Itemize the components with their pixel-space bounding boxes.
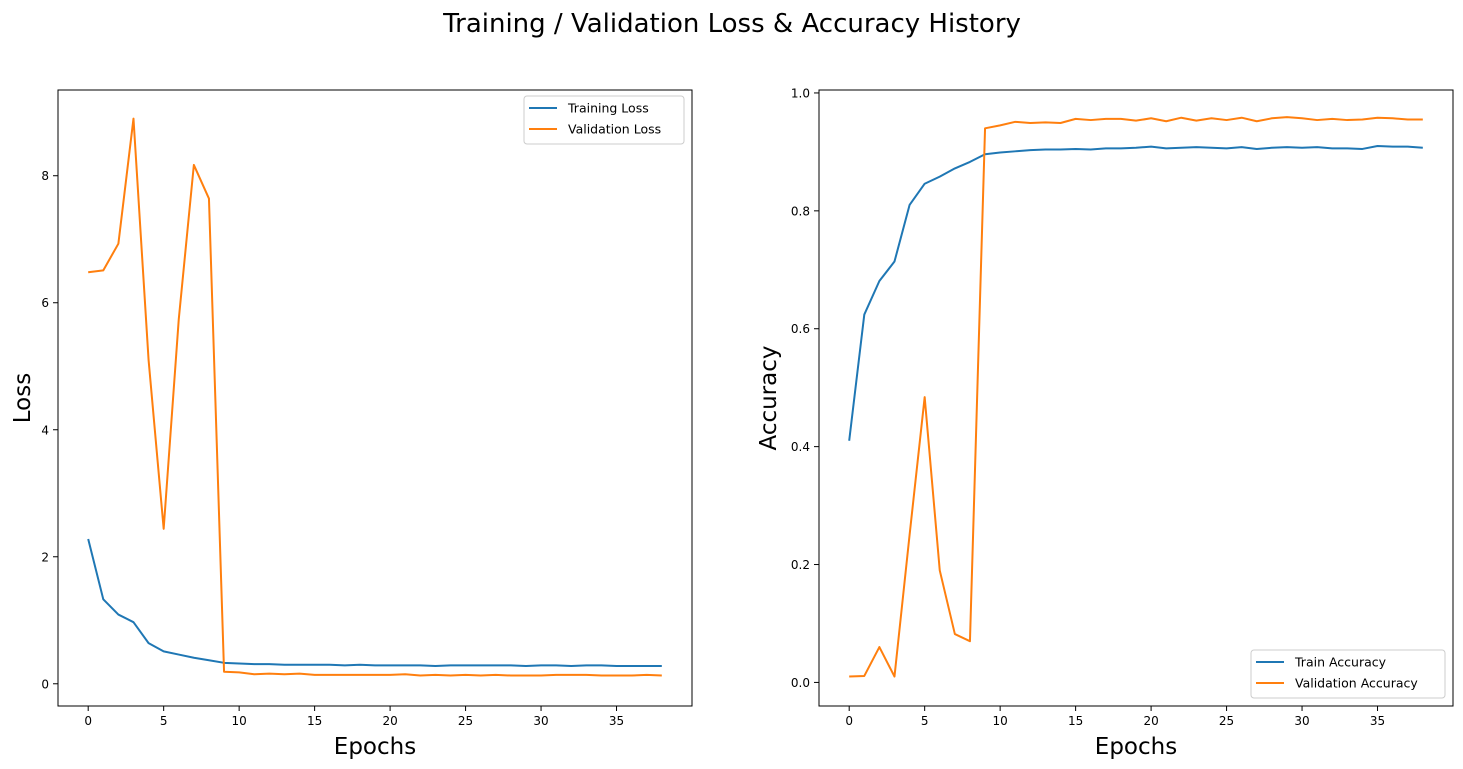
loss-chart-panel: 0 5 10 15 20 25 30 35 0 2 4 6 8 Epochs Loss Training Lo…	[10, 89, 693, 760]
accuracy-y-tick-label: 0.4	[791, 440, 810, 454]
accuracy-y-tick-label: 0.8	[791, 204, 810, 218]
figure-suptitle: Training / Validation Loss & Accuracy Hi…	[442, 9, 1021, 39]
accuracy-y-tick-label: 0.6	[791, 322, 810, 336]
accuracy-legend-label: Train Accuracy	[1294, 655, 1387, 670]
loss-y-tick-label: 2	[41, 550, 49, 564]
accuracy-x-tick-label: 35	[1370, 714, 1385, 728]
accuracy-y-tick-label: 0.0	[791, 676, 810, 690]
loss-y-tick-label: 0	[41, 677, 49, 691]
accuracy-y-tick-label: 0.2	[791, 558, 810, 572]
accuracy-axes-frame	[818, 89, 1454, 707]
loss-y-axis-label: Loss	[10, 373, 36, 423]
accuracy-x-tick-label: 5	[921, 714, 929, 728]
loss-x-tick-label: 15	[307, 714, 322, 728]
loss-x-tick-label: 20	[382, 714, 397, 728]
loss-y-tick-label: 8	[41, 169, 49, 183]
accuracy-x-tick-label: 15	[1068, 714, 1083, 728]
accuracy-legend: Train Accuracy Validation Accuracy	[1250, 649, 1446, 699]
loss-x-tick-label: 5	[160, 714, 168, 728]
accuracy-x-axis-label: Epochs	[1095, 734, 1177, 760]
loss-x-tick-label: 0	[84, 714, 92, 728]
loss-legend-box	[523, 95, 685, 145]
accuracy-legend-box	[1250, 649, 1446, 699]
loss-axes-frame	[57, 89, 693, 707]
accuracy-x-tick-label: 0	[845, 714, 853, 728]
loss-x-axis-label: Epochs	[334, 734, 416, 760]
accuracy-x-tick-label: 10	[993, 714, 1008, 728]
accuracy-y-tick-label: 1.0	[791, 86, 810, 100]
loss-x-tick-label: 10	[232, 714, 247, 728]
loss-y-tick-label: 6	[41, 296, 49, 310]
accuracy-x-tick-label: 30	[1294, 714, 1309, 728]
loss-legend: Training Loss Validation Loss	[523, 95, 685, 145]
accuracy-chart-panel: 0 5 10 15 20 25 30 35 0.0 0.2 0.4 0.6 0.8 1.0 Epochs Ac…	[756, 86, 1454, 760]
loss-x-tick-label: 30	[533, 714, 548, 728]
accuracy-x-tick-label: 20	[1143, 714, 1158, 728]
loss-x-tick-label: 35	[609, 714, 624, 728]
loss-legend-label: Training Loss	[567, 101, 649, 116]
loss-x-tick-label: 25	[458, 714, 473, 728]
accuracy-legend-label: Validation Accuracy	[1295, 676, 1418, 691]
loss-legend-label: Validation Loss	[568, 122, 661, 137]
loss-y-tick-label: 4	[41, 423, 49, 437]
accuracy-y-axis-label: Accuracy	[756, 345, 782, 450]
accuracy-x-tick-label: 25	[1219, 714, 1234, 728]
